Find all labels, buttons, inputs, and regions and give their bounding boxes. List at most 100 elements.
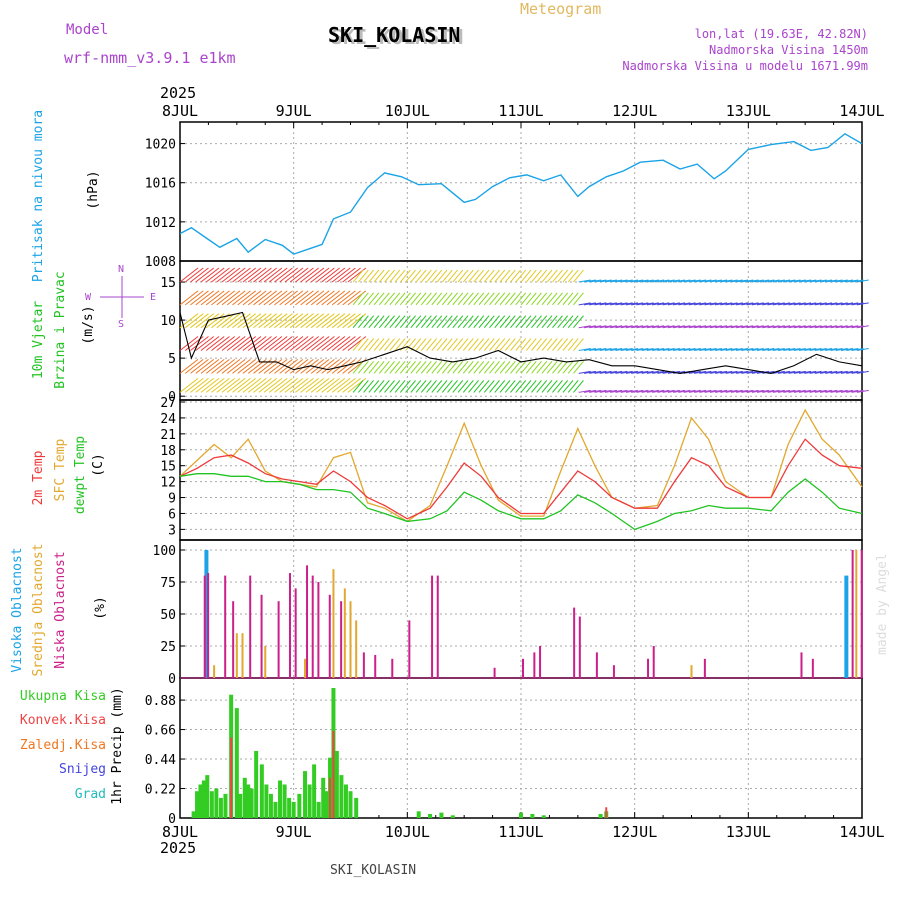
- y-tick-label: 1012: [145, 216, 176, 231]
- y-tick-label: 25: [160, 640, 176, 655]
- wind-barb: [242, 377, 262, 393]
- wind-barb: [352, 269, 364, 283]
- wind-barb: [546, 292, 558, 306]
- wind-barb: [415, 315, 427, 329]
- wind-barb: [809, 325, 822, 329]
- wind-barb: [378, 361, 390, 374]
- wind-barb: [300, 267, 319, 283]
- wind-barb: [510, 361, 521, 374]
- total-precip-bar: [205, 775, 210, 818]
- low-cloud-bar: [311, 575, 314, 678]
- wind-barb: [835, 389, 848, 393]
- wind-barb: [462, 315, 474, 329]
- wind-barb: [772, 389, 785, 393]
- wind-barb: [694, 389, 707, 393]
- wind-barb: [662, 302, 675, 306]
- wind-barb: [746, 325, 759, 329]
- wind-barb: [793, 389, 806, 393]
- wind-barb: [473, 315, 485, 329]
- wind-barb: [851, 370, 864, 374]
- wind-barb: [667, 348, 680, 352]
- conv-precip-bar: [329, 777, 332, 818]
- wind-barb: [426, 380, 437, 393]
- wind-barb: [457, 338, 469, 351]
- wind-barb: [709, 389, 722, 393]
- wind-barb: [504, 315, 516, 329]
- low-cloud-bar: [277, 601, 280, 678]
- wind-barb: [583, 302, 597, 306]
- wind-barb: [337, 313, 356, 329]
- wind-barb: [657, 279, 670, 283]
- wind-barb: [604, 325, 618, 329]
- wind-barb: [184, 267, 204, 283]
- wind-barb: [783, 389, 796, 393]
- wind-barb: [179, 377, 199, 393]
- wind-barb: [205, 377, 225, 393]
- total-precip-bar: [324, 791, 329, 818]
- wind-barb: [473, 338, 485, 351]
- wind-barb: [856, 348, 869, 352]
- mid-cloud-bar: [235, 633, 238, 678]
- wind-barb: [604, 389, 618, 393]
- cloud-ylabel2: Srednja Oblacnost: [31, 543, 46, 676]
- low-cloud-bar: [391, 658, 394, 678]
- y-tick-label: 21: [160, 428, 176, 443]
- low-cloud-bar: [374, 654, 377, 678]
- wind-barb: [284, 267, 304, 283]
- wind-barb: [394, 292, 406, 306]
- wind-barb: [604, 370, 618, 374]
- x-tick-label-bottom: 13JUL: [726, 823, 771, 841]
- wind-barb: [331, 267, 351, 283]
- wind-barb: [646, 348, 659, 352]
- wind-barb: [478, 292, 490, 306]
- wind-barb: [783, 370, 796, 374]
- wind-barb: [662, 325, 675, 329]
- wind-barb: [683, 348, 696, 352]
- wind-barb: [594, 302, 607, 306]
- x-tick-label-top: 10JUL: [385, 102, 430, 120]
- wind-barb: [510, 338, 521, 351]
- wind-barb: [205, 313, 225, 329]
- wind-barb: [452, 338, 464, 351]
- wind-barb: [415, 292, 427, 306]
- wind-barb: [190, 313, 209, 329]
- wind-barb: [405, 315, 416, 329]
- wind-barb: [625, 325, 639, 329]
- wind-barb: [641, 302, 654, 306]
- wind-barb: [211, 358, 230, 374]
- wind-barb: [216, 377, 236, 393]
- total-precip-bar: [343, 784, 348, 818]
- wind-barb: [468, 315, 479, 329]
- wind-barb: [389, 269, 401, 283]
- wind-barb: [589, 302, 602, 306]
- wind-barb: [431, 315, 443, 329]
- total-precip-bar: [249, 788, 254, 818]
- wind-barb: [604, 348, 618, 352]
- total-precip-bar: [312, 764, 317, 818]
- wind-barb: [441, 292, 453, 306]
- wind-barb: [573, 292, 584, 306]
- wind-barb: [368, 338, 380, 351]
- y-tick-label: 0.66: [145, 724, 176, 739]
- wind-barb: [326, 377, 346, 393]
- wind-barb: [652, 389, 665, 393]
- wind-barb: [819, 348, 833, 352]
- wind-barb: [835, 325, 848, 329]
- wind-barb: [510, 269, 521, 283]
- wind-barb: [258, 267, 277, 283]
- wind-barb: [384, 338, 395, 351]
- wind-barb: [326, 313, 346, 329]
- wind-barb: [226, 336, 246, 351]
- wind-barb: [741, 325, 754, 329]
- wind-barb: [426, 315, 437, 329]
- wind-barb: [709, 302, 722, 306]
- wind-barb: [840, 370, 854, 374]
- wind-barb: [504, 292, 516, 306]
- wind-barb: [809, 370, 822, 374]
- x-tick-label-bottom: 11JUL: [498, 823, 543, 841]
- wind-barb: [525, 361, 537, 374]
- wind-barb: [746, 348, 759, 352]
- wind-barb: [520, 269, 532, 283]
- total-precip-bar: [598, 813, 603, 818]
- wind-barb: [268, 358, 288, 374]
